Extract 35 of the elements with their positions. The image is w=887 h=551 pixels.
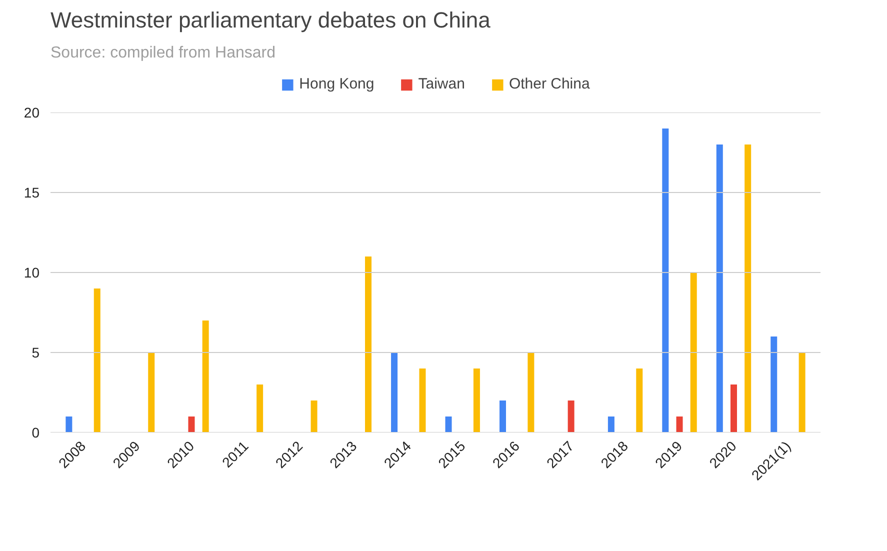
bar xyxy=(419,368,426,432)
bar xyxy=(798,352,806,432)
bar xyxy=(66,416,72,432)
bar xyxy=(256,384,264,432)
legend-label: Taiwan xyxy=(418,76,465,92)
chart-title: Westminster parliamentary debates on China xyxy=(50,8,492,32)
bar xyxy=(730,384,737,432)
bar xyxy=(676,416,683,432)
bar xyxy=(499,400,506,432)
chart-subtitle: Source: compiled from Hansard xyxy=(50,44,276,62)
bar xyxy=(202,320,209,432)
bar xyxy=(528,352,534,432)
y-tick-label: 5 xyxy=(32,344,40,360)
bar xyxy=(770,336,778,432)
legend-label: Other China xyxy=(508,76,590,92)
bar xyxy=(94,288,100,432)
bar xyxy=(662,128,669,432)
bar xyxy=(445,416,452,432)
bar xyxy=(744,144,752,432)
bar xyxy=(188,416,195,432)
y-tick-label: 10 xyxy=(24,264,40,280)
bar xyxy=(568,400,574,432)
bar xyxy=(365,256,372,432)
bar xyxy=(391,352,398,432)
bar xyxy=(608,416,614,432)
bar xyxy=(690,272,697,432)
y-tick-label: 0 xyxy=(32,424,40,440)
legend-label: Hong Kong xyxy=(299,76,374,92)
bar xyxy=(310,400,318,432)
y-tick-label: 15 xyxy=(24,184,40,200)
bar xyxy=(473,368,480,432)
bar xyxy=(148,352,155,432)
y-tick-label: 20 xyxy=(24,104,40,120)
bar xyxy=(636,368,643,432)
bar xyxy=(716,144,723,432)
